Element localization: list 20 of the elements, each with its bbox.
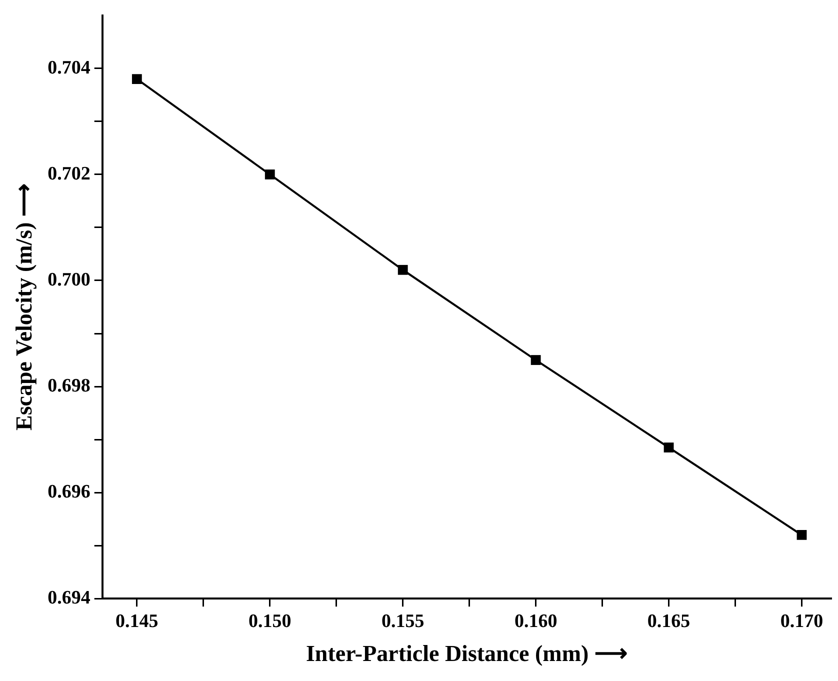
y-tick-label: 0.704 — [48, 57, 91, 78]
x-tick-label: 0.155 — [381, 610, 424, 632]
x-tick-label: 0.160 — [514, 610, 558, 632]
y-tick-label: 0.702 — [48, 163, 90, 184]
y-tick-label: 0.696 — [48, 481, 90, 502]
point — [398, 264, 408, 275]
y-tick-label: 0.694 — [48, 588, 91, 609]
point — [796, 530, 807, 540]
x-axis-title: Inter-Particle Distance (mm) ⟶ — [306, 641, 628, 666]
y-tick-label: 0.698 — [48, 375, 90, 396]
y-tick-label: 0.700 — [48, 269, 90, 290]
point — [664, 442, 674, 452]
x-tick-label: 0.170 — [780, 610, 824, 632]
x-tick-label: 0.150 — [248, 610, 292, 632]
point — [530, 355, 541, 365]
y-axis-title: Escape Velocity (m/s) ⟶ — [12, 183, 37, 431]
x-tick-label: 0.145 — [116, 610, 158, 632]
point — [132, 74, 142, 84]
x-tick-label: 0.165 — [647, 610, 690, 632]
point — [264, 170, 275, 180]
